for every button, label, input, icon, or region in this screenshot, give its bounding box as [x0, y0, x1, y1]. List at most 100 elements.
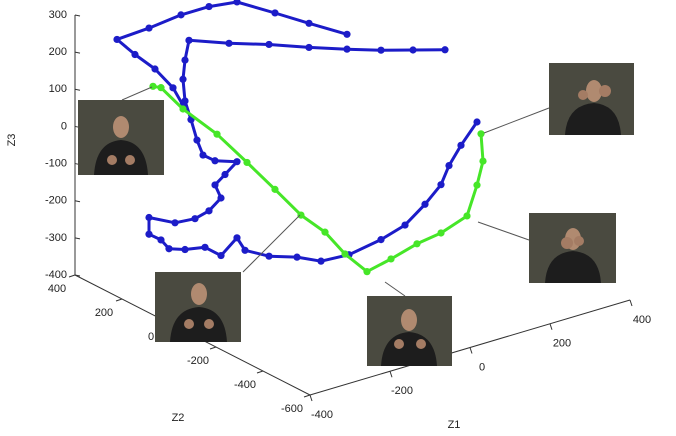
trajectory-point — [185, 37, 192, 44]
connector — [243, 215, 300, 272]
z-tick-label: 200 — [49, 46, 67, 58]
trajectory-point — [243, 159, 250, 166]
trajectory-point — [213, 131, 220, 138]
trajectory-point — [169, 84, 176, 91]
trajectory-point — [409, 46, 416, 53]
trajectory-point — [305, 44, 312, 51]
trajectory-point — [477, 130, 484, 137]
trajectory-point — [205, 3, 212, 10]
trajectory-point — [479, 157, 486, 164]
trajectory-point — [199, 151, 206, 158]
trajectory-point — [145, 214, 152, 221]
y-tick-label: 400 — [48, 283, 66, 295]
trajectory-point — [265, 253, 272, 260]
trajectory-point — [293, 254, 300, 261]
x-tick — [630, 300, 632, 306]
trajectory-point — [191, 215, 198, 222]
thumbnail — [549, 63, 634, 135]
x-tick — [550, 324, 552, 330]
trajectory-point — [241, 247, 248, 254]
x-tick — [390, 371, 392, 377]
trajectory-point — [211, 157, 218, 164]
z-tick — [75, 52, 80, 53]
trajectory-point — [463, 212, 470, 219]
z-tick — [75, 15, 80, 16]
trajectory-point — [149, 83, 156, 90]
connector — [484, 108, 549, 133]
trajectory-point — [157, 236, 164, 243]
trajectory-point — [179, 105, 186, 112]
trajectory-point — [177, 11, 184, 18]
x-tick-label: 0 — [479, 361, 485, 373]
trajectory-point — [421, 201, 428, 208]
x-tick-label: 400 — [633, 314, 651, 326]
series — [113, 0, 480, 265]
trajectory-point — [217, 252, 224, 259]
trajectory-point — [321, 229, 328, 236]
trajectory-point — [343, 46, 350, 53]
trajectory-point — [377, 47, 384, 54]
trajectory-point — [181, 246, 188, 253]
trajectory-point — [271, 9, 278, 16]
trajectory-point — [377, 236, 384, 243]
trajectory-point — [473, 118, 480, 125]
trajectory-point — [157, 84, 164, 91]
x-axis-label: Z1 — [448, 419, 461, 431]
y-tick — [257, 371, 263, 373]
trajectory-point — [171, 219, 178, 226]
z-tick-label: -100 — [45, 157, 67, 169]
y-tick — [210, 347, 216, 349]
trajectory-point — [151, 65, 158, 72]
trajectory-point — [317, 258, 324, 265]
z-tick-label: -200 — [45, 195, 67, 207]
z-tick-label: 300 — [49, 9, 67, 21]
connector — [122, 87, 152, 100]
y-tick-label: -600 — [281, 403, 303, 415]
trajectory-point — [217, 194, 224, 201]
trajectory-line — [117, 2, 477, 261]
z-tick — [75, 201, 80, 202]
trajectory-point — [473, 182, 480, 189]
x-tick — [470, 348, 472, 354]
trajectory-point — [233, 0, 240, 6]
trajectory-point — [413, 240, 420, 247]
z-tick-label: 100 — [49, 83, 67, 95]
trajectory-point — [265, 41, 272, 48]
thumbnail — [78, 100, 164, 175]
trajectory-point — [113, 36, 120, 43]
trajectory-point — [205, 207, 212, 214]
y-tick-label: 0 — [148, 331, 154, 343]
x-tick — [310, 395, 312, 401]
trajectory-point — [225, 40, 232, 47]
y-tick — [69, 275, 75, 277]
z-tick-label: -300 — [45, 232, 67, 244]
trajectory-point — [193, 137, 200, 144]
trajectory-point — [145, 24, 152, 31]
thumbnails — [78, 63, 634, 366]
connector — [385, 282, 405, 296]
trajectory-point — [131, 51, 138, 58]
trajectory-point — [165, 245, 172, 252]
y-tick-label: -200 — [187, 355, 209, 367]
trajectory-point — [271, 186, 278, 193]
y-tick-label: -400 — [234, 379, 256, 391]
z-tick — [75, 89, 80, 90]
trajectory-point — [201, 244, 208, 251]
trajectory-point — [145, 231, 152, 238]
trajectory-line — [153, 86, 483, 271]
z-axis-label: Z3 — [6, 134, 18, 147]
trajectory-point — [457, 142, 464, 149]
y-tick-label: 200 — [95, 307, 113, 319]
trajectory-point — [343, 31, 350, 38]
trajectory-point — [221, 171, 228, 178]
thumbnail — [155, 272, 241, 342]
trajectory-point — [211, 181, 218, 188]
z-tick-label: -400 — [45, 269, 67, 281]
thumbnail — [529, 213, 616, 283]
trajectory-point — [441, 46, 448, 53]
trajectory-point — [401, 221, 408, 228]
trajectory-point — [305, 20, 312, 27]
connector — [478, 222, 529, 240]
trajectory-point — [181, 57, 188, 64]
z-tick — [75, 238, 80, 239]
